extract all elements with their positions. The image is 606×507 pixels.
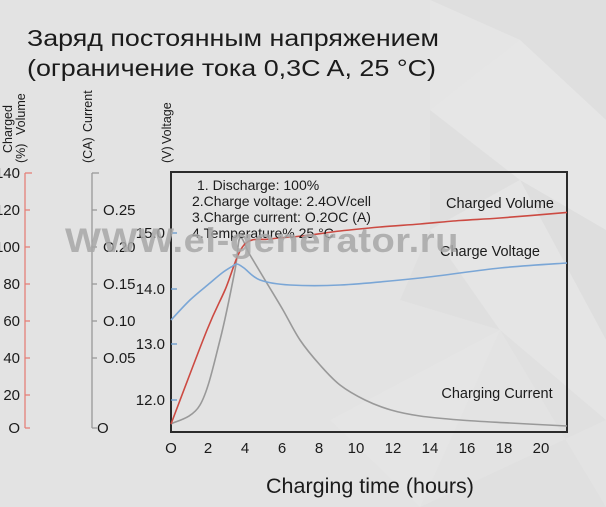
svg-text:140: 140 — [0, 165, 20, 182]
svg-text:80: 80 — [3, 276, 20, 293]
svg-text:O.25: O.25 — [103, 202, 136, 219]
svg-text:Charging Current: Charging Current — [441, 386, 552, 402]
svg-text:(%): (%) — [14, 144, 28, 163]
svg-text:Заряд постоянным напряжением: Заряд постоянным напряжением — [27, 25, 439, 51]
svg-text:O: O — [165, 440, 177, 457]
svg-text:2: 2 — [204, 440, 212, 457]
svg-text:12.0: 12.0 — [136, 392, 165, 409]
svg-text:O: O — [97, 420, 109, 437]
svg-text:60: 60 — [3, 313, 20, 330]
svg-text:Charging time (hours): Charging time (hours) — [266, 474, 474, 498]
svg-text:O: O — [8, 420, 20, 437]
svg-text:100: 100 — [0, 239, 20, 256]
svg-text:6: 6 — [278, 440, 286, 457]
svg-text:18: 18 — [496, 440, 513, 457]
svg-text:14.0: 14.0 — [136, 281, 165, 298]
svg-text:Charged: Charged — [1, 105, 15, 153]
svg-text:8: 8 — [315, 440, 323, 457]
svg-text:20: 20 — [3, 387, 20, 404]
svg-text:Current: Current — [81, 90, 95, 132]
svg-text:16: 16 — [459, 440, 476, 457]
svg-text:1. Discharge: 100%: 1. Discharge: 100% — [197, 177, 319, 193]
svg-text:(CA): (CA) — [81, 137, 95, 163]
svg-text:(ограничение тока 0,3C A, 25 °: (ограничение тока 0,3C A, 25 °C) — [27, 55, 436, 81]
svg-text:WWW.el-generator.ru: WWW.el-generator.ru — [65, 222, 459, 260]
svg-text:13.0: 13.0 — [136, 336, 165, 353]
svg-text:40: 40 — [3, 350, 20, 367]
svg-text:Voltage: Voltage — [160, 102, 174, 144]
svg-text:Charged Volume: Charged Volume — [446, 196, 554, 212]
svg-text:20: 20 — [533, 440, 550, 457]
svg-text:2.Charge voltage: 2.4OV/cell: 2.Charge voltage: 2.4OV/cell — [192, 193, 371, 209]
svg-text:(V): (V) — [160, 146, 174, 163]
svg-text:O.10: O.10 — [103, 313, 136, 330]
svg-text:4: 4 — [241, 440, 249, 457]
svg-text:O.05: O.05 — [103, 350, 136, 367]
svg-text:120: 120 — [0, 202, 20, 219]
svg-text:O.15: O.15 — [103, 276, 136, 293]
svg-text:12: 12 — [385, 440, 402, 457]
svg-text:10: 10 — [348, 440, 365, 457]
svg-text:14: 14 — [422, 440, 439, 457]
svg-text:Volume: Volume — [14, 93, 28, 135]
